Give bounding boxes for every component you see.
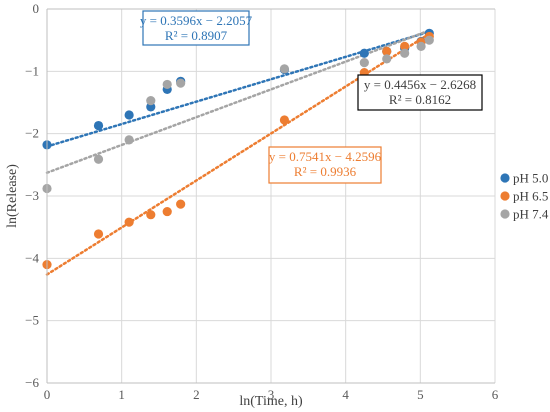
equation-box-border [357, 74, 483, 111]
x-tick-label: 0 [44, 387, 51, 402]
data-point-series-2 [162, 79, 172, 90]
y-tick-label: 0 [33, 1, 40, 16]
data-point-series-2 [93, 154, 104, 164]
data-point-series-1 [279, 115, 290, 125]
axes: 0 1 2 3 4 5 6 0 −1 −2 −3 −4 −5 −6 [25, 1, 499, 402]
legend: pH 5.0 pH 6.5 pH 7.4 [500, 171, 549, 222]
data-point-series-1 [162, 206, 172, 217]
trendline-equation: y = 0.3596x − 2.2057 [140, 13, 253, 28]
data-point-series-1 [146, 210, 156, 220]
r-squared-label: R² = 0.8907 [165, 28, 228, 43]
r-squared-label: R² = 0.9936 [294, 164, 357, 179]
legend-marker [500, 209, 510, 219]
y-tick-label: −6 [25, 375, 39, 390]
x-tick-label: 3 [268, 387, 275, 402]
data-point-series-2 [124, 135, 134, 145]
y-tick-label: −1 [25, 63, 39, 78]
data-point-series-2 [416, 41, 426, 52]
data-point-series-2 [400, 48, 410, 58]
y-tick-label: −3 [25, 188, 39, 203]
data-point-series-1 [400, 41, 410, 52]
data-point-series-0 [93, 120, 104, 131]
legend-label: pH 6.5 [513, 189, 548, 204]
x-axis-title: ln(Time, h) [239, 394, 303, 409]
legend-entry: pH 6.5 [500, 189, 548, 204]
data-point-series-0 [124, 110, 134, 120]
x-tick-label: 2 [193, 387, 200, 402]
legend-entry: pH 7.4 [500, 207, 549, 222]
legend-marker [500, 191, 510, 201]
equation-box-border [142, 10, 250, 46]
data-point-series-2 [359, 58, 369, 68]
x-tick-label: 1 [118, 387, 125, 402]
legend-label: pH 7.4 [513, 207, 549, 222]
y-tick-label: −2 [25, 126, 39, 141]
data-point-series-1 [124, 217, 134, 227]
y-tick-label: −5 [25, 313, 39, 328]
data-point-series-2 [424, 35, 434, 45]
legend-label: pH 5.0 [513, 171, 548, 186]
data-point-series-2 [146, 96, 156, 106]
x-tick-label: 6 [492, 387, 499, 402]
x-tick-label: 4 [342, 387, 349, 402]
r-squared-label: R² = 0.8162 [389, 92, 451, 107]
data-point-series-0 [359, 48, 369, 58]
trendline-equation: y = 0.7541x − 4.2596 [269, 149, 382, 164]
y-axis-title: ln(Release) [5, 164, 20, 228]
y-tick-label: −4 [25, 250, 39, 265]
trendline-equation: y = 0.4456x − 2.6268 [364, 77, 476, 92]
data-point-series-1 [176, 199, 186, 209]
equation-box-border [268, 146, 382, 184]
data-point-series-2 [176, 78, 186, 88]
grid-lines [47, 9, 496, 383]
x-tick-label: 5 [417, 387, 424, 402]
data-point-series-2 [382, 54, 392, 64]
data-point-series-1 [93, 229, 104, 239]
data-point-series-1 [382, 46, 392, 56]
legend-marker [500, 173, 510, 183]
data-point-series-2 [279, 64, 290, 74]
legend-entry: pH 5.0 [500, 171, 548, 186]
